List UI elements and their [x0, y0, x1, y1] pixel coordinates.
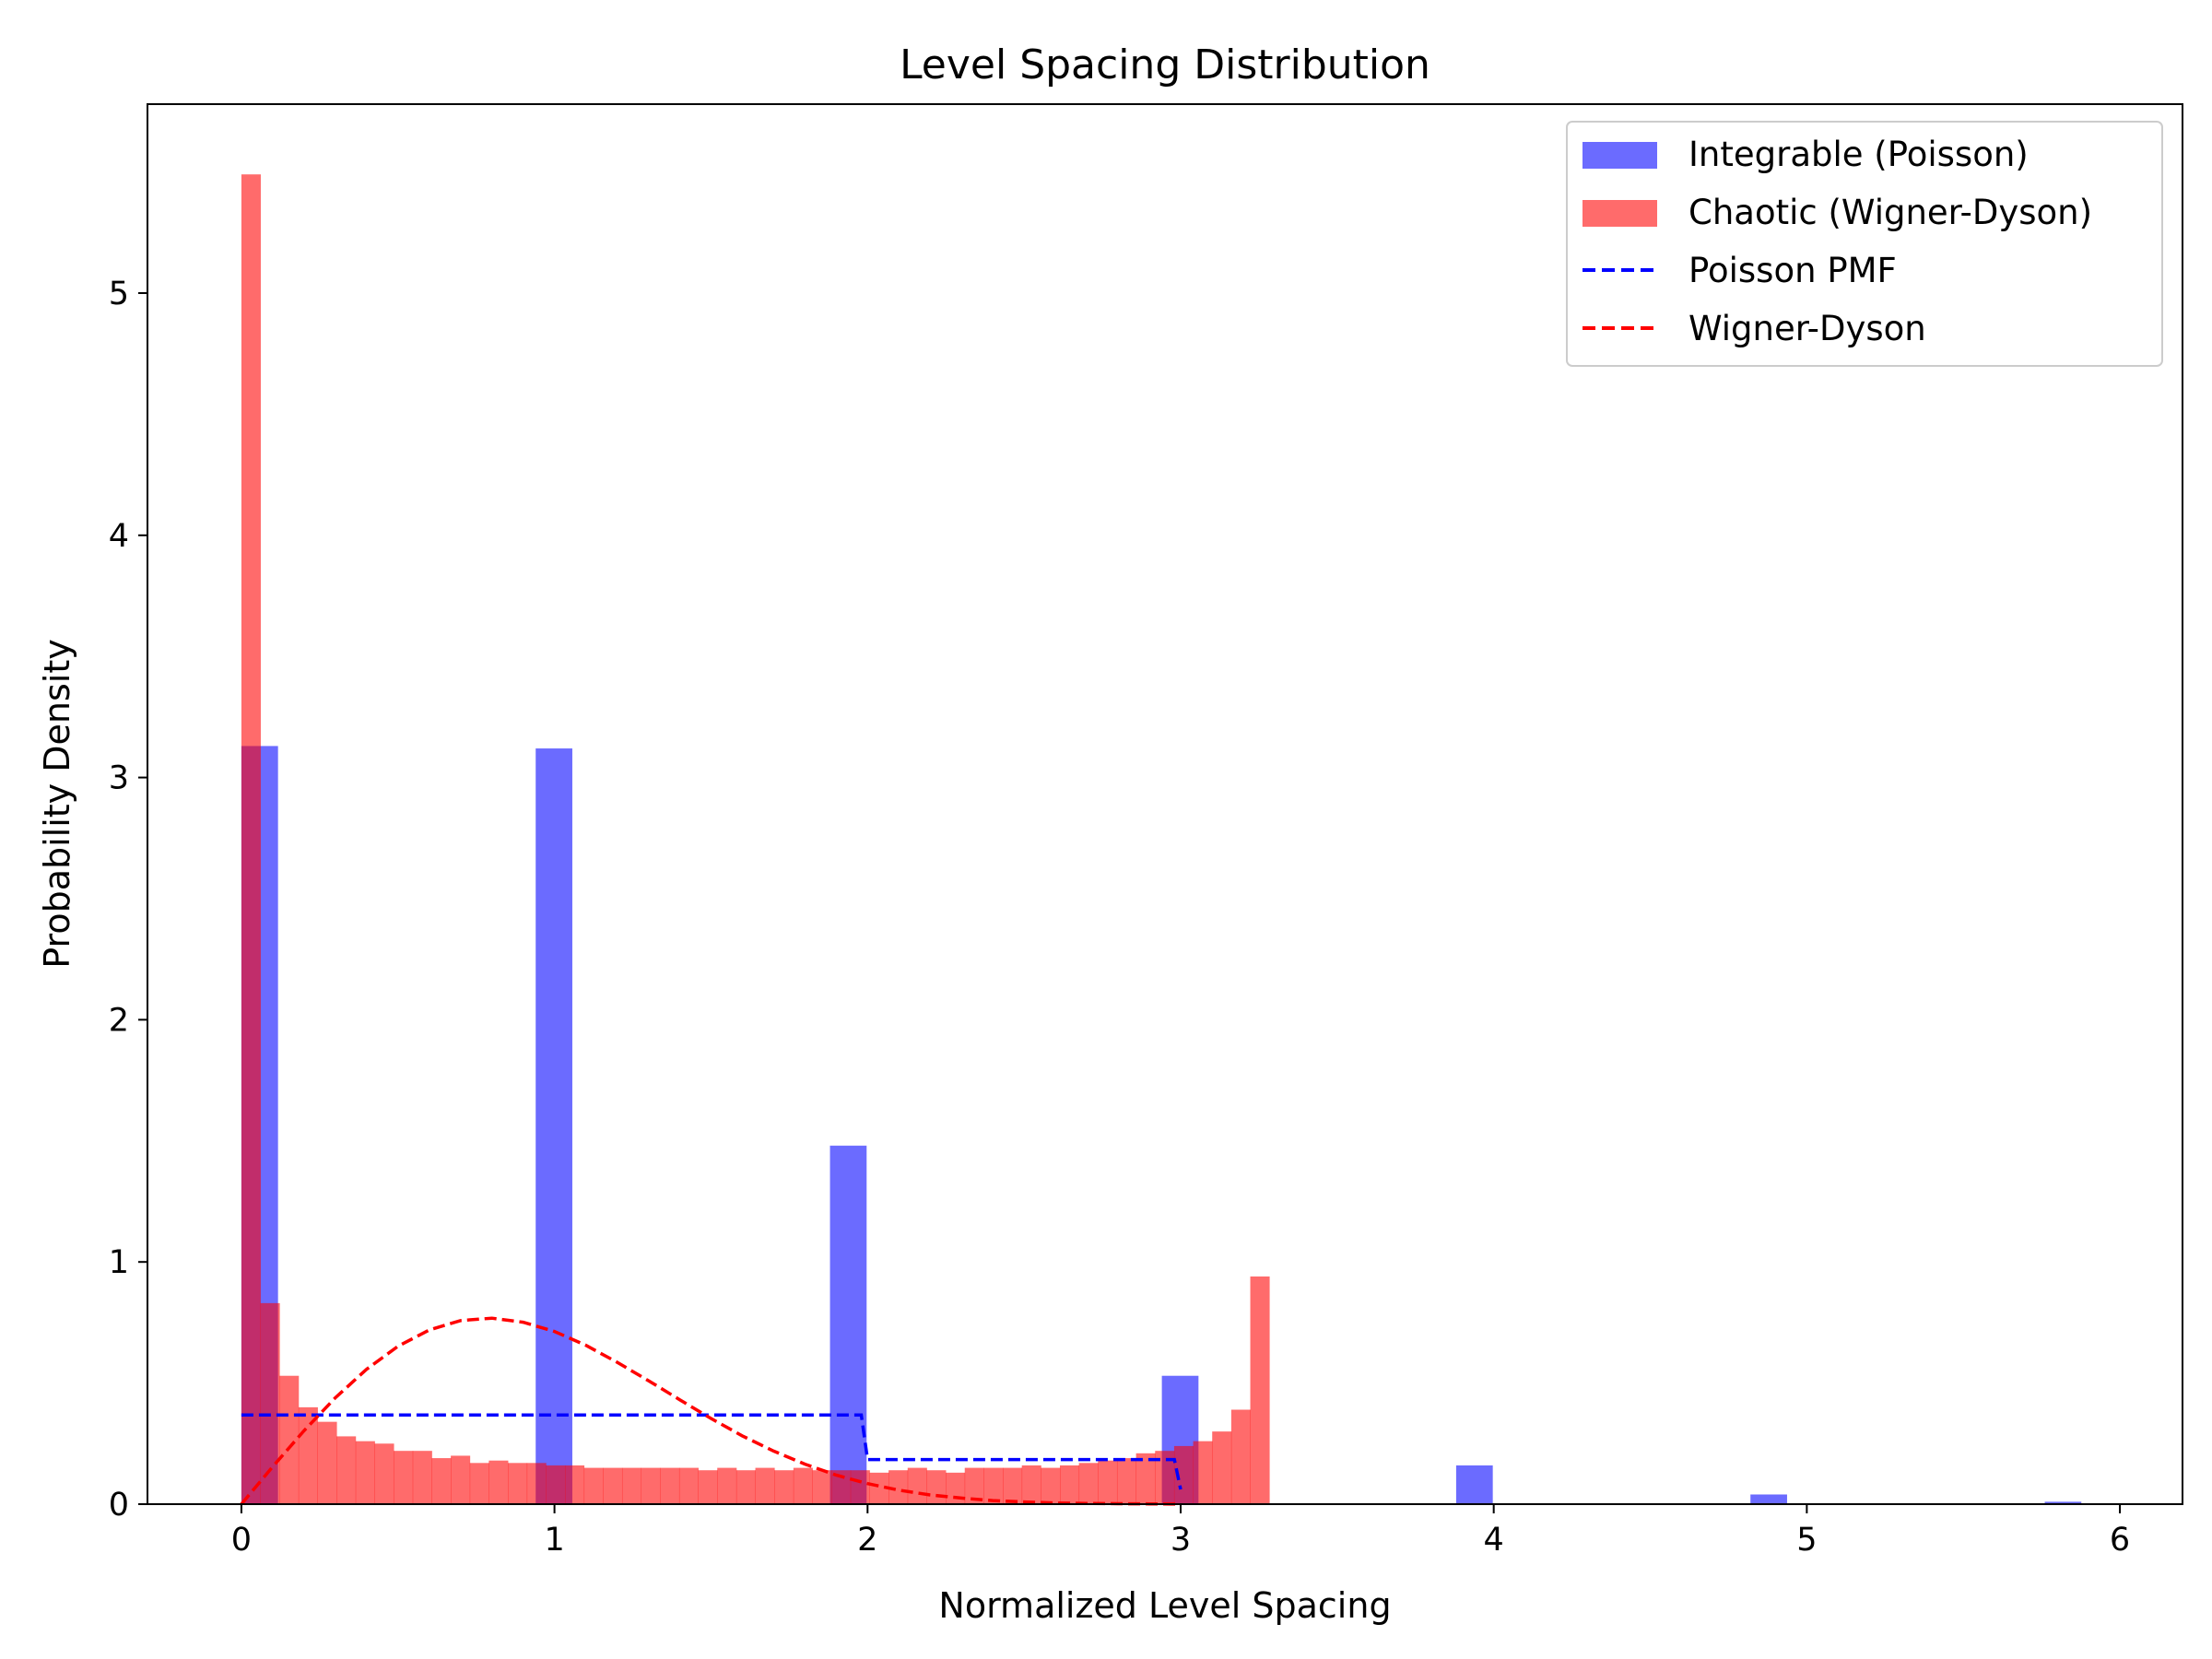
legend-swatch-integrable — [1583, 142, 1657, 169]
bar-chaotic-28 — [774, 1470, 794, 1504]
bar-chaotic-43 — [1059, 1465, 1080, 1504]
x-tick-label-4: 4 — [1484, 1522, 1504, 1559]
legend: Integrable (Poisson) Chaotic (Wigner-Dys… — [1566, 121, 2163, 367]
bar-chaotic-36 — [926, 1470, 947, 1504]
y-tick-label-1: 1 — [109, 1244, 129, 1281]
chart-title: Level Spacing Distribution — [900, 41, 1430, 88]
y-axis: 0 1 2 3 4 5 — [109, 276, 147, 1524]
x-tick-label-3: 3 — [1171, 1522, 1191, 1559]
bar-chaotic-0 — [241, 174, 261, 1505]
bar-chaotic-42 — [1041, 1467, 1061, 1504]
bar-chaotic-52 — [1230, 1409, 1251, 1504]
bar-chaotic-40 — [1003, 1467, 1023, 1504]
bar-integrable-4 — [1455, 1465, 1493, 1504]
bar-chaotic-27 — [755, 1467, 775, 1504]
y-tick-label-2: 2 — [109, 1002, 129, 1039]
bar-integrable-1 — [535, 748, 572, 1504]
bar-integrable-6 — [2044, 1501, 2082, 1504]
plot-frame — [147, 103, 2183, 1505]
bar-chaotic-47 — [1135, 1453, 1156, 1504]
y-tick-label-5: 5 — [109, 276, 129, 312]
legend-label-poisson-pmf: Poisson PMF — [1688, 251, 1897, 290]
bar-chaotic-5 — [336, 1436, 357, 1504]
bar-chaotic-11 — [451, 1455, 471, 1504]
bar-chaotic-22 — [660, 1467, 680, 1504]
bar-chaotic-49 — [1173, 1445, 1194, 1504]
bar-chaotic-8 — [394, 1451, 414, 1504]
x-tick-label-6: 6 — [2110, 1522, 2130, 1559]
bar-chaotic-15 — [526, 1463, 547, 1504]
y-axis-label: Probability Density — [37, 639, 77, 968]
bar-chaotic-9 — [412, 1451, 432, 1504]
bar-chaotic-34 — [888, 1470, 909, 1504]
bar-chaotic-3 — [298, 1406, 318, 1504]
x-tick-label-2: 2 — [857, 1522, 877, 1559]
bar-chaotic-30 — [812, 1470, 832, 1504]
bar-chaotic-14 — [508, 1463, 528, 1504]
bar-chaotic-29 — [793, 1467, 813, 1504]
bar-chaotic-21 — [641, 1467, 661, 1504]
bar-chaotic-48 — [1155, 1451, 1175, 1504]
x-axis: 0 1 2 3 4 5 6 — [231, 1504, 2130, 1559]
bar-integrable-2 — [830, 1146, 867, 1504]
bar-chaotic-19 — [603, 1467, 623, 1504]
bar-chaotic-16 — [546, 1465, 566, 1504]
legend-label-chaotic: Chaotic (Wigner-Dyson) — [1688, 193, 2092, 232]
bar-chaotic-20 — [621, 1467, 642, 1504]
bar-chaotic-51 — [1212, 1431, 1232, 1504]
bar-chaotic-38 — [964, 1467, 984, 1504]
bar-chaotic-33 — [869, 1472, 889, 1504]
bar-chaotic-53 — [1250, 1276, 1270, 1504]
bar-chaotic-2 — [279, 1375, 300, 1504]
bar-chaotic-10 — [431, 1458, 452, 1504]
line-wigner-dyson — [240, 1316, 1182, 1506]
bar-chaotic-50 — [1193, 1441, 1213, 1504]
bar-chaotic-45 — [1098, 1460, 1118, 1504]
bar-chaotic-32 — [850, 1470, 870, 1504]
y-tick-label-4: 4 — [109, 518, 129, 555]
legend-box — [1566, 121, 2163, 367]
bar-chaotic-18 — [583, 1467, 604, 1504]
legend-swatch-chaotic — [1583, 200, 1657, 227]
bar-chaotic-44 — [1078, 1463, 1099, 1504]
y-tick-label-0: 0 — [109, 1487, 129, 1524]
bar-chaotic-12 — [469, 1463, 489, 1504]
bar-chaotic-39 — [983, 1467, 1004, 1504]
y-tick-label-3: 3 — [109, 760, 129, 797]
bar-chaotic-25 — [717, 1467, 737, 1504]
plot-area — [240, 174, 2082, 1506]
bar-chaotic-17 — [565, 1465, 585, 1504]
bar-chaotic-26 — [735, 1470, 756, 1504]
bar-chaotic-6 — [355, 1441, 375, 1504]
bar-chaotic-31 — [831, 1470, 852, 1504]
x-tick-label-5: 5 — [1796, 1522, 1817, 1559]
bar-chaotic-24 — [698, 1470, 718, 1504]
bar-chaotic-7 — [374, 1443, 394, 1504]
legend-label-wigner-dyson: Wigner-Dyson — [1688, 309, 1926, 348]
bar-chaotic-46 — [1116, 1458, 1137, 1504]
bar-integrable-5 — [1750, 1494, 1787, 1504]
bar-chaotic-23 — [678, 1467, 699, 1504]
bar-chaotic-35 — [907, 1467, 927, 1504]
legend-label-integrable: Integrable (Poisson) — [1688, 135, 2029, 174]
bar-chaotic-1 — [260, 1302, 280, 1504]
bar-chaotic-37 — [946, 1472, 966, 1504]
x-tick-label-1: 1 — [544, 1522, 564, 1559]
bar-chaotic-4 — [317, 1421, 337, 1504]
x-axis-label: Normalized Level Spacing — [938, 1585, 1391, 1626]
bar-chaotic-41 — [1021, 1465, 1041, 1504]
line-poisson-pmf — [241, 1413, 1182, 1490]
bar-chaotic-13 — [488, 1460, 509, 1504]
x-tick-label-0: 0 — [231, 1522, 252, 1559]
